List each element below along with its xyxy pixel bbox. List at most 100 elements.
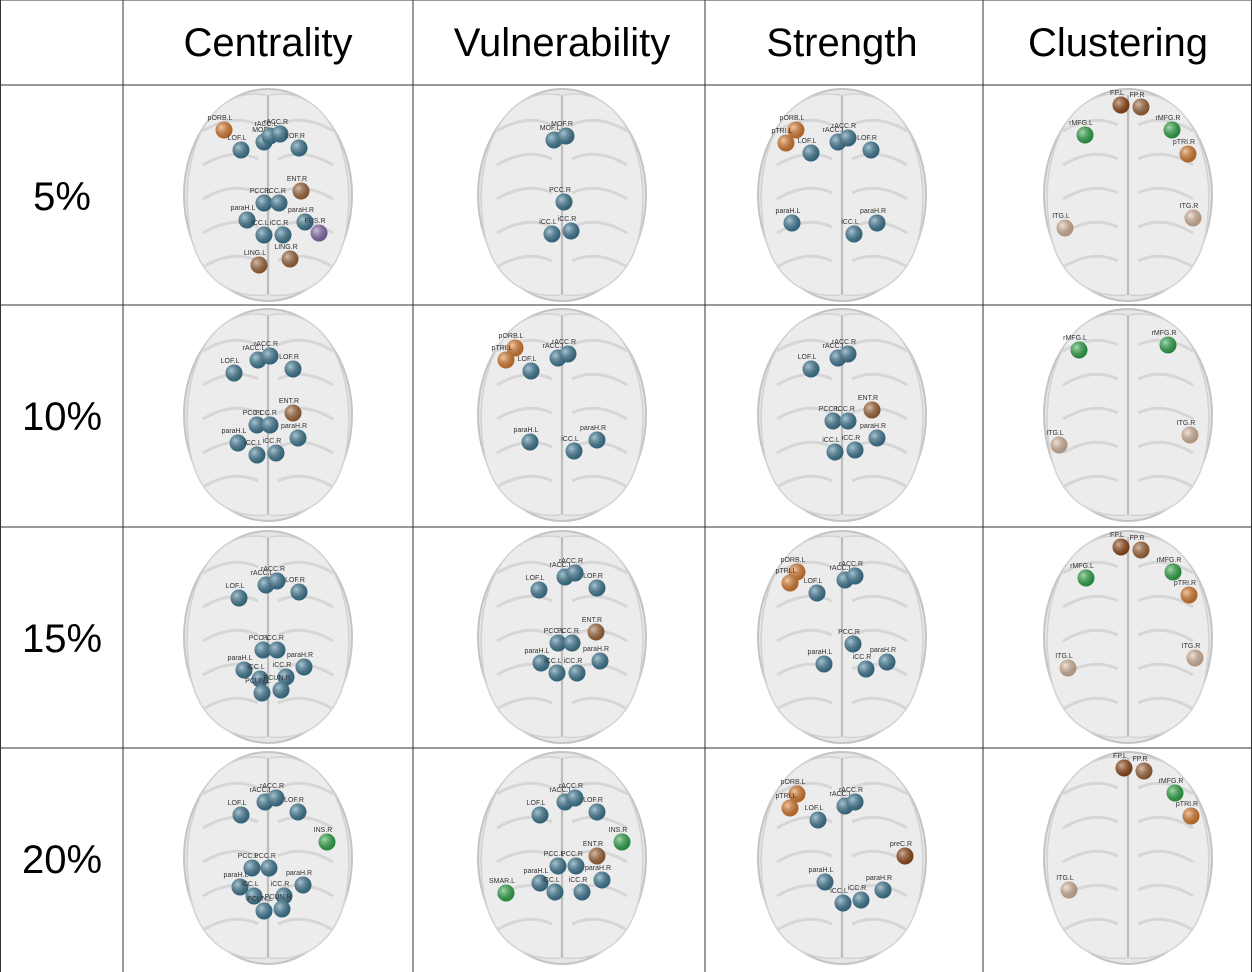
- node-shade: [289, 803, 307, 821]
- brain-gyrus: [776, 917, 833, 932]
- node-label: LING.L: [244, 250, 266, 257]
- brain-cell: FP.L FP.R rMFG.L rMFG.R pTRI.R ITG.L ITG.R: [1043, 530, 1213, 744]
- node-shade: [248, 416, 266, 434]
- node-shade: [254, 641, 272, 659]
- brain-hemisphere: [186, 313, 267, 517]
- brain-gyrus: [1062, 781, 1119, 796]
- node-label: rACC.L: [550, 787, 573, 794]
- node-label: PCC.L: [249, 635, 270, 642]
- node-label: pTRI.L: [775, 568, 796, 575]
- node-label: paraH.R: [870, 647, 896, 654]
- node-label: LING.R: [274, 244, 297, 251]
- node-shade: [566, 564, 584, 582]
- node-label: paraH.L: [525, 648, 550, 655]
- brain-gyrus: [571, 254, 628, 269]
- brain-gyrus: [1062, 152, 1119, 167]
- node-label: rMFG.L: [1069, 120, 1093, 127]
- node-shade: [788, 785, 806, 803]
- node-label: PCC.L: [250, 188, 271, 195]
- node-label: rACC.L: [823, 127, 846, 134]
- node-label: SMAR.L: [489, 878, 515, 885]
- node-shade: [225, 364, 243, 382]
- node-label: paraH.R: [281, 423, 307, 430]
- node-label: PCUN.L: [245, 678, 271, 685]
- node-shade: [566, 789, 584, 807]
- node-shade: [245, 887, 263, 905]
- node-label: rACC.R: [552, 339, 576, 346]
- brain-gyrus: [1137, 220, 1194, 235]
- node-label: rACC.R: [264, 119, 288, 126]
- node-label: iCC.L: [830, 888, 848, 895]
- node-shade: [232, 141, 250, 159]
- node-label: iCC.L: [247, 664, 265, 671]
- node-shade: [290, 583, 308, 601]
- node-shade: [844, 635, 862, 653]
- brain-gyrus: [851, 254, 908, 269]
- brain-gyrus: [776, 440, 833, 455]
- node-shade: [857, 660, 875, 678]
- brain-gyrus: [277, 474, 334, 489]
- node-shade: [531, 874, 549, 892]
- node-shade: [543, 225, 561, 243]
- node-shade: [863, 401, 881, 419]
- node-label: LOF.R: [857, 135, 877, 142]
- node-shade: [250, 256, 268, 274]
- node-shade: [559, 345, 577, 363]
- node-label: rACC.R: [261, 566, 285, 573]
- node-shade: [1050, 436, 1068, 454]
- brain-hemisphere: [1046, 535, 1127, 739]
- brain-hemisphere: [1129, 535, 1210, 739]
- brain-gyrus: [496, 628, 553, 643]
- node-label: paraH.L: [228, 655, 253, 662]
- brain-gyrus: [1137, 474, 1194, 489]
- node-label: LOF.R: [279, 354, 299, 361]
- row-header: 15%: [22, 617, 102, 661]
- brain-gyrus: [851, 781, 908, 796]
- node-label: paraH.R: [585, 865, 611, 872]
- node-shade: [809, 811, 827, 829]
- node-shade: [267, 444, 285, 462]
- brain-hemisphere: [563, 535, 644, 739]
- brain-gyrus: [496, 220, 553, 235]
- node-label: rACC.L: [550, 562, 573, 569]
- brain-gyrus: [851, 372, 908, 387]
- node-label: rACC.L: [543, 343, 566, 350]
- node-label: FP.L: [1113, 753, 1127, 760]
- node-shade: [868, 214, 886, 232]
- node-label: ITG.R: [1177, 420, 1196, 427]
- brain-gyrus: [202, 474, 259, 489]
- node-label: iCC.R: [263, 438, 282, 445]
- node-label: rMFG.L: [1070, 563, 1094, 570]
- brain-gyrus: [1062, 440, 1119, 455]
- node-label: PCC.R: [838, 629, 860, 636]
- brain-gyrus: [1137, 372, 1194, 387]
- node-label: ENT.R: [858, 395, 878, 402]
- node-label: LOF.L: [518, 356, 537, 363]
- node-label: ENT.R: [279, 398, 299, 405]
- brain-hemisphere: [843, 93, 924, 297]
- node-shade: [281, 250, 299, 268]
- node-label: pORB.L: [208, 115, 233, 122]
- node-shade: [1181, 426, 1199, 444]
- brain-gyrus: [851, 815, 908, 830]
- node-label: paraH.R: [286, 870, 312, 877]
- node-label: LOF.L: [798, 138, 817, 145]
- node-shade: [235, 661, 253, 679]
- node-label: iCC.R: [273, 662, 292, 669]
- brain-gyrus: [571, 781, 628, 796]
- node-label: rACC.R: [559, 783, 583, 790]
- node-shade: [290, 139, 308, 157]
- node-shade: [548, 664, 566, 682]
- column-header: Clustering: [1028, 21, 1208, 65]
- brain-gyrus: [496, 815, 553, 830]
- node-shade: [215, 121, 233, 139]
- row-header: 10%: [22, 395, 102, 439]
- brain-hemisphere: [1129, 313, 1210, 517]
- brain-gyrus: [571, 917, 628, 932]
- brain-gyrus: [202, 696, 259, 711]
- node-shade: [497, 884, 515, 902]
- node-label: iCC.R: [271, 881, 290, 888]
